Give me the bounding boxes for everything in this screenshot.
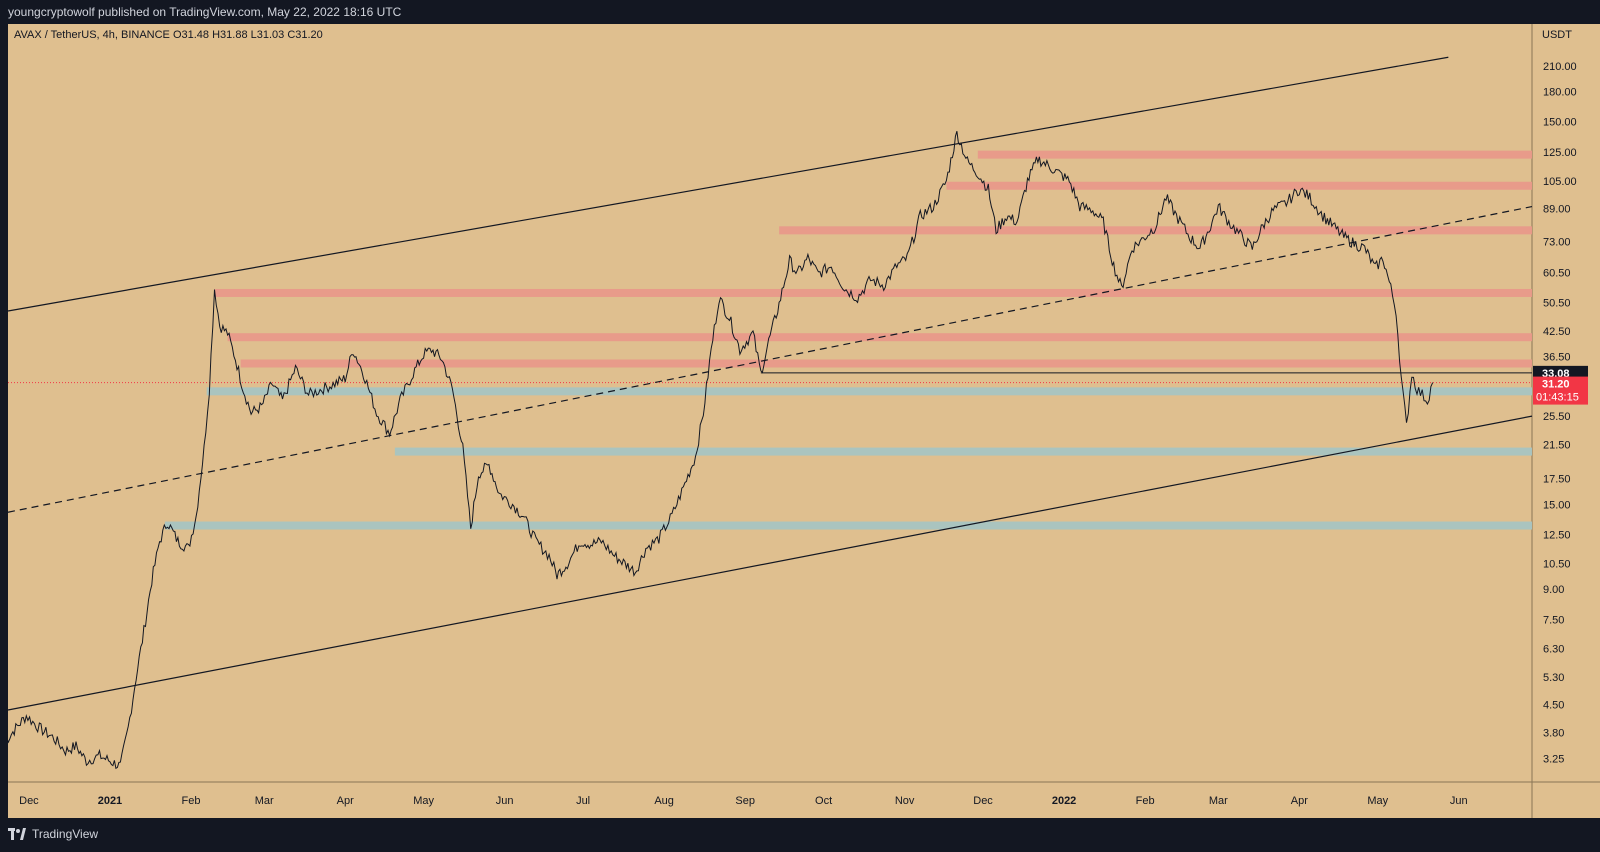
y-tick-label: 5.30	[1543, 672, 1564, 684]
support-zone-7	[394, 447, 1533, 456]
chart-area[interactable]: AVAX / TetherUS, 4h, BINANCE O31.48 H31.…	[0, 24, 1600, 818]
resistance-zone-3	[214, 288, 1533, 297]
x-tick-label: Dec	[973, 795, 993, 807]
x-tick-label: Apr	[337, 795, 354, 807]
y-tick-label: 73.00	[1543, 236, 1571, 248]
solid-trend-line-1	[7, 415, 1533, 711]
y-tick-label: 6.30	[1543, 643, 1564, 655]
y-tick-label: 21.50	[1543, 439, 1571, 451]
y-tick-label: 89.00	[1543, 203, 1571, 215]
resistance-zone-1	[946, 181, 1532, 190]
y-tick-label: 3.25	[1543, 753, 1564, 765]
x-tick-label: Sep	[735, 795, 755, 807]
x-tick-label: Nov	[895, 795, 915, 807]
x-tick-label: Feb	[1136, 795, 1155, 807]
x-tick-label: Dec	[19, 795, 39, 807]
time-axis-background	[8, 782, 1600, 818]
support-zone-6	[206, 387, 1533, 396]
y-tick-label: 10.50	[1543, 559, 1571, 571]
y-tick-label: 42.50	[1543, 326, 1571, 338]
y-tick-label: 25.50	[1543, 411, 1571, 423]
y-tick-label: 125.00	[1543, 147, 1577, 159]
x-tick-label: Jun	[496, 795, 514, 807]
x-tick-label: Mar	[1209, 795, 1228, 807]
y-tick-label: 12.50	[1543, 530, 1571, 542]
current-price-label: 31.20	[1542, 379, 1570, 391]
y-tick-label: 4.50	[1543, 699, 1564, 711]
y-tick-label: 50.50	[1543, 298, 1571, 310]
countdown-label: 01:43:15	[1536, 392, 1579, 404]
x-tick-label: May	[1367, 795, 1388, 807]
tradingview-logo-icon	[8, 828, 26, 840]
x-tick-label: Jul	[576, 795, 590, 807]
x-tick-label: Apr	[1291, 795, 1308, 807]
x-tick-label: Jun	[1450, 795, 1468, 807]
y-tick-label: 105.00	[1543, 176, 1577, 188]
support-zone-8	[164, 521, 1533, 530]
y-tick-label: 150.00	[1543, 117, 1577, 129]
resistance-zone-0	[977, 150, 1532, 159]
x-tick-label: Aug	[654, 795, 674, 807]
y-tick-label: 9.00	[1543, 584, 1564, 596]
solid-trend-line-0	[7, 56, 1449, 312]
y-tick-label: 7.50	[1543, 614, 1564, 626]
x-tick-label: Feb	[182, 795, 201, 807]
publish-text: youngcryptowolf published on TradingView…	[8, 5, 402, 19]
plot-background	[8, 24, 1532, 782]
y-tick-label: 3.80	[1543, 727, 1564, 739]
x-tick-label: 2021	[98, 795, 122, 807]
y-tick-label: 15.00	[1543, 499, 1571, 511]
x-tick-label: Oct	[815, 795, 832, 807]
x-tick-label: May	[413, 795, 434, 807]
x-tick-label: Mar	[255, 795, 274, 807]
y-tick-label: 36.50	[1543, 352, 1571, 364]
price-series	[4, 131, 1434, 770]
x-tick-label: 2022	[1052, 795, 1076, 807]
y-tick-label: 17.50	[1543, 474, 1571, 486]
tradingview-label: TradingView	[32, 827, 99, 841]
price-chart[interactable]: AVAX / TetherUS, 4h, BINANCE O31.48 H31.…	[0, 24, 1600, 818]
tradingview-brand[interactable]: TradingView	[8, 827, 98, 841]
resistance-zone-5	[240, 359, 1532, 368]
symbol-legend: AVAX / TetherUS, 4h, BINANCE O31.48 H31.…	[14, 29, 323, 41]
last-value-box	[1533, 365, 1588, 380]
y-tick-label: 60.50	[1543, 268, 1571, 280]
y-tick-label: 180.00	[1543, 86, 1577, 98]
currency-label: USDT	[1542, 29, 1572, 41]
current-price-box	[1533, 376, 1588, 405]
publish-header: youngcryptowolf published on TradingView…	[0, 0, 1600, 24]
footer-bar: TradingView	[0, 818, 1600, 852]
y-tick-label: 210.00	[1543, 61, 1577, 73]
